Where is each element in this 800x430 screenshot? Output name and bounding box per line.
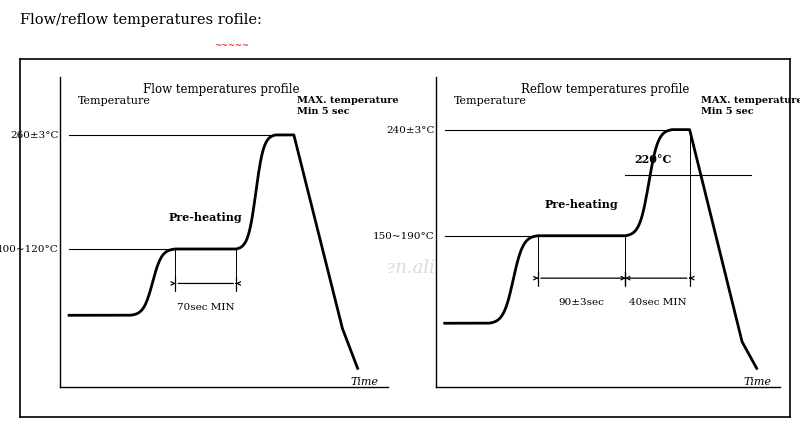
Text: 90±3sec: 90±3sec [559,297,605,306]
Text: Pre-heating: Pre-heating [169,212,242,223]
Text: ~~~~~: ~~~~~ [214,41,250,50]
Text: Time: Time [743,376,771,387]
Text: 100~120°C: 100~120°C [0,245,58,254]
Text: 220°C: 220°C [634,154,672,165]
Text: Flow temperatures profile: Flow temperatures profile [142,83,299,95]
Text: MAX. temperature
Min 5 sec: MAX. temperature Min 5 sec [297,96,398,115]
Text: Pre-heating: Pre-heating [545,199,618,210]
Text: 40sec MIN: 40sec MIN [629,297,686,306]
Text: Temperature: Temperature [454,96,526,106]
Text: MAX. temperature
Min 5 sec: MAX. temperature Min 5 sec [702,96,800,115]
Text: Temperature: Temperature [78,96,151,106]
Text: 240±3°C: 240±3°C [386,126,434,135]
Text: Flow/reflow temperatures rofile:: Flow/reflow temperatures rofile: [20,13,262,27]
Text: 70sec MIN: 70sec MIN [177,302,234,311]
Text: Reflow temperatures profile: Reflow temperatures profile [521,83,690,95]
Text: 260±3°C: 260±3°C [10,131,58,140]
Text: 150~190°C: 150~190°C [373,232,434,241]
Text: chinasanji.en.alibaba.com: chinasanji.en.alibaba.com [286,258,523,276]
Text: Time: Time [351,376,379,387]
